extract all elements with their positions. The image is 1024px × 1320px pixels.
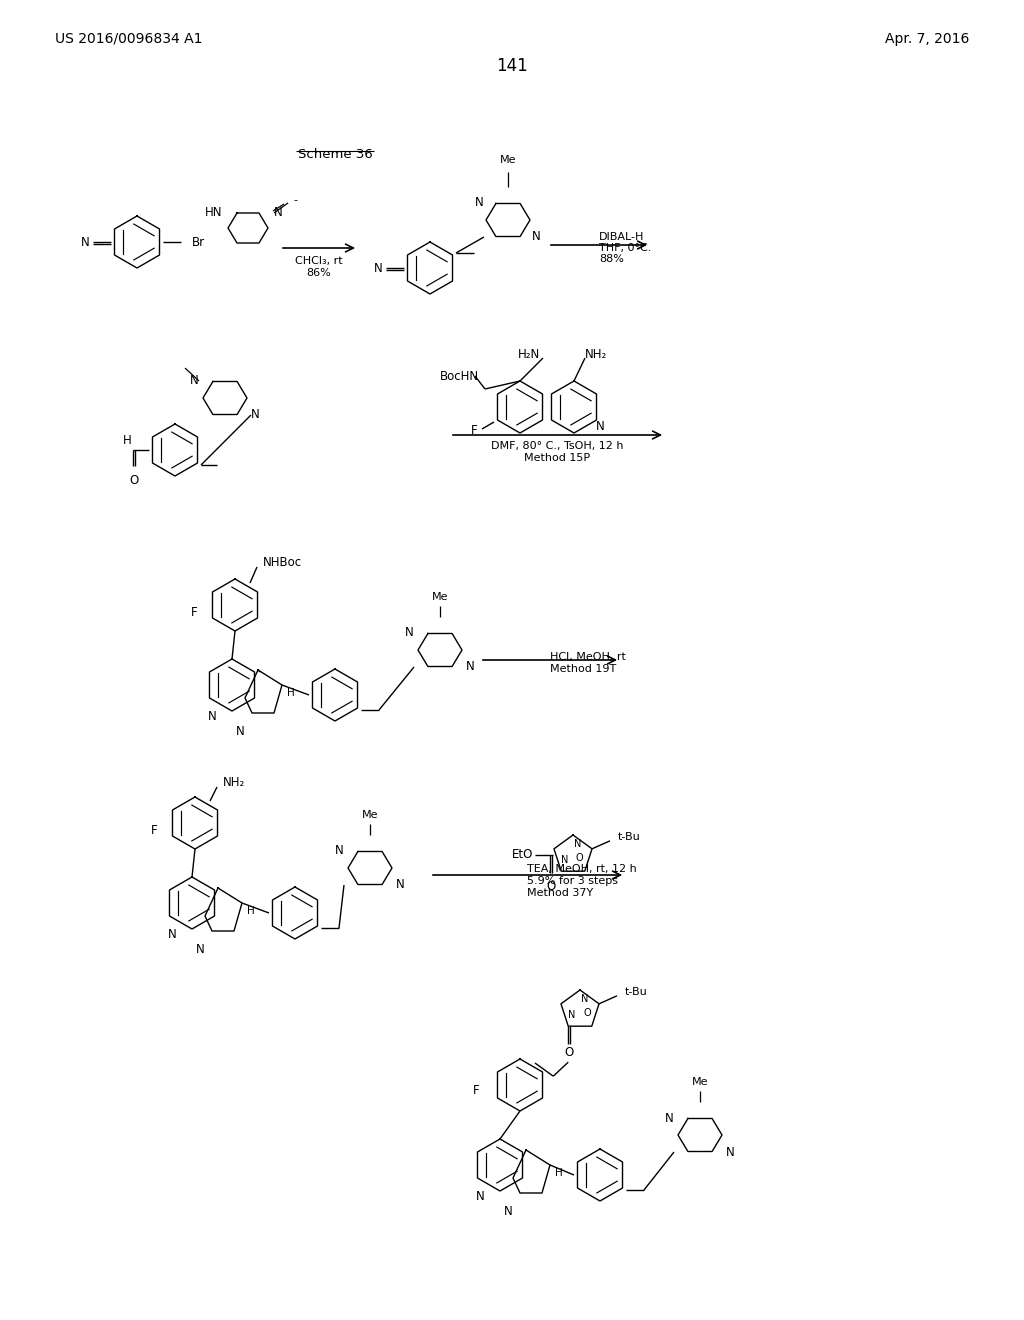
Text: CHCl₃, rt: CHCl₃, rt <box>295 256 343 267</box>
Text: -: - <box>293 195 297 205</box>
Text: N: N <box>475 1191 484 1203</box>
Text: Method 15P: Method 15P <box>524 453 590 463</box>
Text: EtO: EtO <box>512 849 534 862</box>
Text: N: N <box>726 1146 735 1159</box>
Text: N: N <box>274 206 283 219</box>
Text: THF, 0°C.: THF, 0°C. <box>599 243 651 253</box>
Text: F: F <box>190 606 197 619</box>
Text: 141: 141 <box>496 57 528 75</box>
Text: N: N <box>190 375 199 388</box>
Text: H: H <box>247 906 255 916</box>
Text: N: N <box>196 942 205 956</box>
Text: N: N <box>582 994 589 1005</box>
Text: N: N <box>567 1010 575 1020</box>
Text: O: O <box>575 853 584 863</box>
Text: NH₂: NH₂ <box>223 776 246 789</box>
Text: H₂N: H₂N <box>518 348 540 362</box>
Text: Me: Me <box>692 1077 709 1086</box>
Text: N: N <box>466 660 475 673</box>
Text: 5.9% for 3 steps: 5.9% for 3 steps <box>527 876 618 886</box>
Text: Br: Br <box>193 235 205 248</box>
Text: Me: Me <box>500 154 516 165</box>
Text: NH₂: NH₂ <box>585 348 607 362</box>
Text: 86%: 86% <box>306 268 332 279</box>
Text: HCl, MeOH, rt: HCl, MeOH, rt <box>550 652 626 663</box>
Text: N: N <box>532 231 541 243</box>
Text: O: O <box>129 474 138 487</box>
Text: t-Bu: t-Bu <box>625 987 648 997</box>
Text: BocHN: BocHN <box>440 370 479 383</box>
Text: N: N <box>208 710 216 723</box>
Text: N: N <box>406 627 414 639</box>
Text: Method 37Y: Method 37Y <box>527 888 593 898</box>
Text: H: H <box>287 688 295 698</box>
Text: N: N <box>374 263 382 276</box>
Text: N: N <box>666 1111 674 1125</box>
Text: Method 19T: Method 19T <box>550 664 616 675</box>
Text: N: N <box>475 197 484 210</box>
Text: F: F <box>470 424 477 437</box>
Text: N: N <box>596 421 605 433</box>
Text: N: N <box>335 845 344 858</box>
Text: N: N <box>236 725 245 738</box>
Text: DIBAL-H: DIBAL-H <box>599 232 644 242</box>
Text: N: N <box>251 408 260 421</box>
Text: N: N <box>396 879 404 891</box>
Text: DMF, 80° C., TsOH, 12 h: DMF, 80° C., TsOH, 12 h <box>490 441 624 451</box>
Text: N: N <box>574 840 582 849</box>
Text: HN: HN <box>205 206 222 219</box>
Text: US 2016/0096834 A1: US 2016/0096834 A1 <box>55 32 203 46</box>
Text: O: O <box>564 1047 573 1059</box>
Text: H: H <box>123 433 132 446</box>
Text: 88%: 88% <box>599 253 624 264</box>
Text: Scheme 36: Scheme 36 <box>298 148 373 161</box>
Text: O: O <box>583 1008 591 1018</box>
Text: N: N <box>560 855 568 865</box>
Text: O: O <box>547 880 556 894</box>
Text: F: F <box>473 1084 480 1097</box>
Text: Me: Me <box>432 591 449 602</box>
Text: H: H <box>555 1168 563 1177</box>
Text: t-Bu: t-Bu <box>618 832 641 842</box>
Text: Apr. 7, 2016: Apr. 7, 2016 <box>885 32 969 46</box>
Text: Me: Me <box>361 810 378 820</box>
Text: N: N <box>81 236 89 249</box>
Text: F: F <box>151 824 157 837</box>
Text: N: N <box>168 928 176 941</box>
Text: TEA, MeOH, rt, 12 h: TEA, MeOH, rt, 12 h <box>527 865 637 874</box>
Text: NHBoc: NHBoc <box>263 557 302 569</box>
Text: N: N <box>504 1205 512 1218</box>
